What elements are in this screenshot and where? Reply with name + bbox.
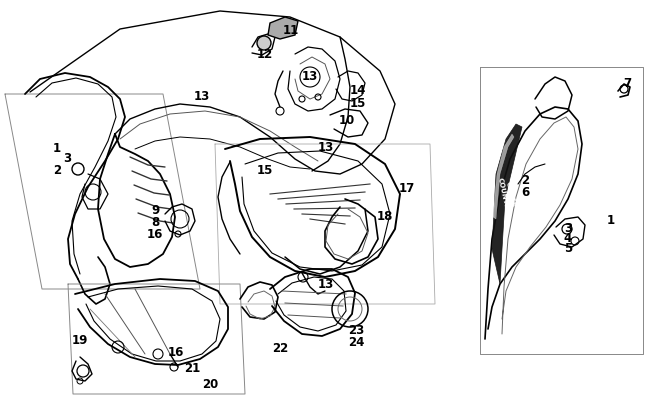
Text: 6: 6 — [521, 186, 529, 199]
Text: 3: 3 — [63, 151, 71, 164]
Text: 8: 8 — [151, 215, 159, 228]
Circle shape — [257, 37, 271, 51]
Text: 22: 22 — [272, 341, 288, 354]
Text: 2: 2 — [53, 163, 61, 176]
Text: 3: 3 — [564, 221, 572, 234]
Text: 5: 5 — [564, 241, 572, 254]
Text: 24: 24 — [348, 336, 364, 349]
Text: 13: 13 — [318, 278, 334, 291]
Text: 7: 7 — [623, 76, 631, 89]
Text: 4: 4 — [564, 231, 572, 244]
Polygon shape — [492, 125, 522, 284]
Text: 23: 23 — [348, 323, 364, 336]
Text: 13: 13 — [302, 69, 318, 82]
Text: 14: 14 — [350, 83, 366, 96]
Text: 15: 15 — [350, 96, 366, 109]
Polygon shape — [268, 18, 298, 40]
Text: 21: 21 — [184, 360, 200, 373]
Text: 17: 17 — [399, 181, 415, 194]
Text: 10: 10 — [339, 113, 355, 126]
Text: 1: 1 — [607, 213, 615, 226]
Text: CROSS
COUNTRY: CROSS COUNTRY — [497, 175, 517, 214]
Text: 16: 16 — [147, 227, 163, 240]
Text: 9: 9 — [151, 203, 159, 216]
Text: 11: 11 — [283, 23, 299, 36]
Text: 16: 16 — [168, 345, 184, 358]
Text: 13: 13 — [194, 89, 210, 102]
Text: 15: 15 — [257, 163, 273, 176]
Text: 20: 20 — [202, 377, 218, 390]
Text: 13: 13 — [318, 140, 334, 153]
Text: 18: 18 — [377, 209, 393, 222]
Polygon shape — [493, 135, 514, 220]
Text: 2: 2 — [521, 173, 529, 186]
Text: 1: 1 — [53, 141, 61, 154]
Text: 19: 19 — [72, 333, 88, 345]
Text: 12: 12 — [257, 47, 273, 60]
